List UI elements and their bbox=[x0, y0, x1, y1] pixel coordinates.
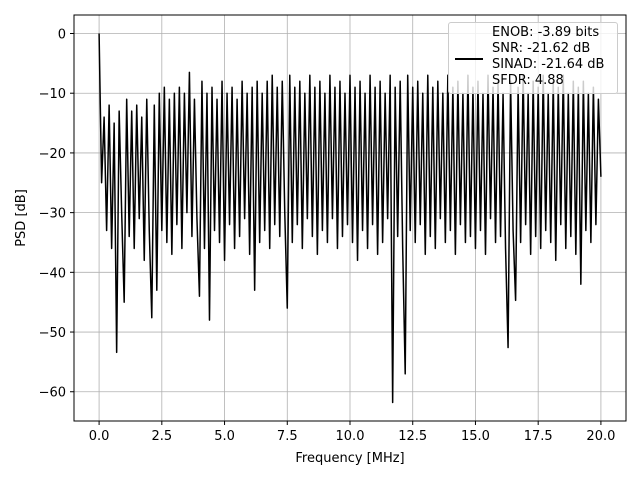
y-tick-label: −10 bbox=[39, 87, 66, 102]
y-axis-label: PSD [dB] bbox=[14, 189, 29, 247]
x-axis-label: Frequency [MHz] bbox=[295, 451, 404, 466]
data-line bbox=[98, 33, 602, 404]
x-tick-label: 0.0 bbox=[89, 429, 110, 444]
y-tick-label: −30 bbox=[39, 207, 66, 222]
x-tick-label: 2.5 bbox=[151, 429, 172, 444]
x-tick-label: 17.5 bbox=[524, 429, 553, 444]
x-tick-label: 5.0 bbox=[214, 429, 235, 444]
legend: ENOB: -3.89 bits SNR: -21.62 dB SINAD: -… bbox=[448, 22, 618, 94]
y-tick-label: 0 bbox=[58, 28, 66, 43]
plot-frame bbox=[73, 14, 627, 422]
x-tick-label: 20.0 bbox=[586, 429, 615, 444]
legend-label: ENOB: -3.89 bits SNR: -21.62 dB SINAD: -… bbox=[492, 25, 605, 88]
y-tick-label: −40 bbox=[39, 266, 66, 281]
x-tick-label: 7.5 bbox=[277, 429, 298, 444]
y-tick-label: −20 bbox=[39, 147, 66, 162]
x-tick-label: 12.5 bbox=[398, 429, 427, 444]
x-tick-label: 15.0 bbox=[461, 429, 490, 444]
legend-swatch bbox=[455, 58, 483, 60]
x-tick-label: 10.0 bbox=[336, 429, 365, 444]
y-tick-label: −50 bbox=[39, 326, 66, 341]
y-tick-label: −60 bbox=[39, 386, 66, 401]
